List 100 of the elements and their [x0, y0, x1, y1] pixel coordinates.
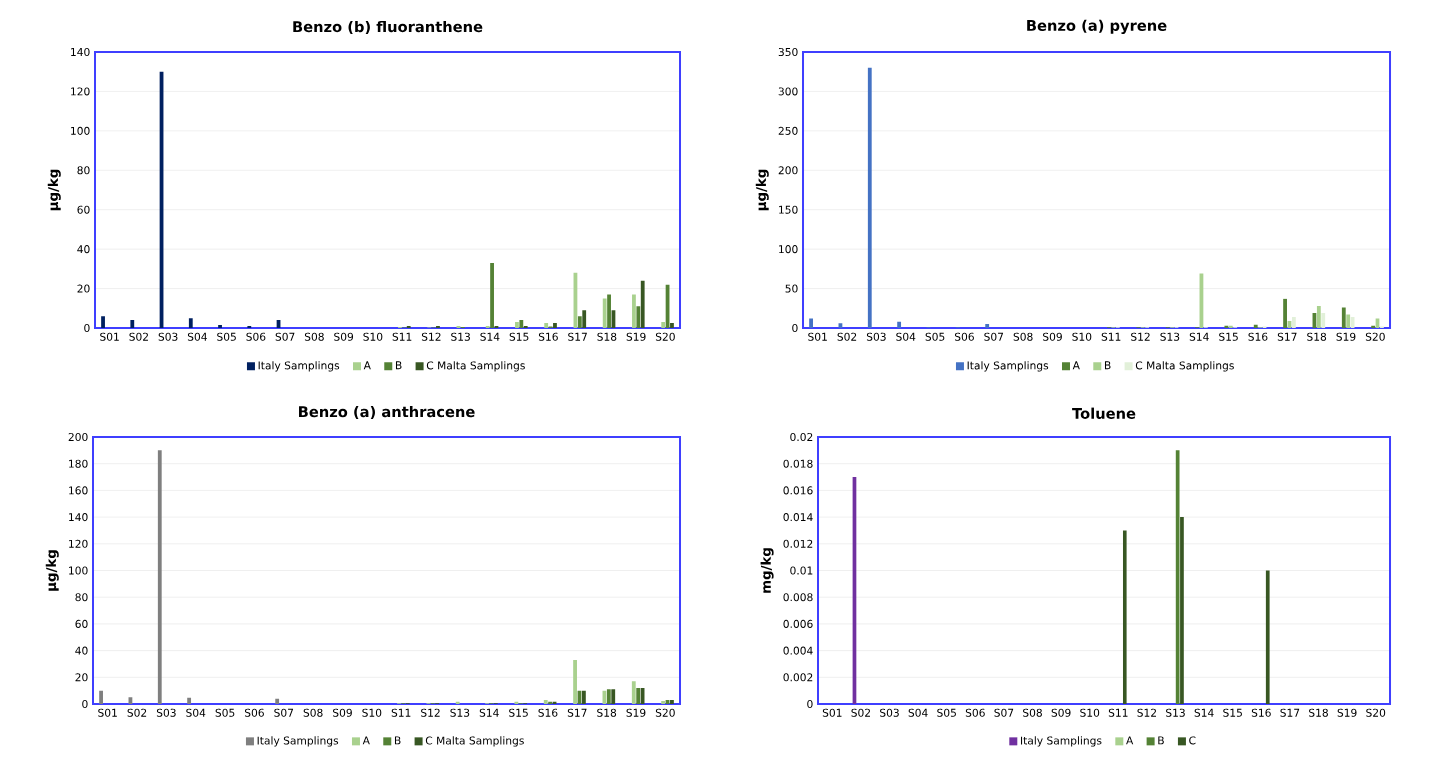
bar: [1316, 305, 1321, 328]
x-tick-label: S16: [538, 708, 558, 717]
x-tick-label: S04: [187, 332, 207, 341]
bar: [867, 67, 872, 328]
y-tick-label: 0.018: [783, 459, 813, 468]
x-tick-label: S17: [567, 708, 587, 717]
x-tick-label: S20: [655, 332, 675, 341]
x-tick-label: S01: [822, 708, 842, 717]
bar: [275, 698, 280, 704]
y-axis-title: mg/kg: [760, 548, 774, 593]
bar: [187, 697, 192, 704]
y-tick-label: 120: [69, 539, 88, 548]
bar: [1321, 313, 1326, 328]
x-tick-label: S04: [908, 708, 928, 717]
y-tick-label: 300: [778, 87, 798, 96]
x-tick-label: S20: [655, 708, 675, 717]
x-tick-label: S03: [866, 332, 886, 341]
x-tick-label: S13: [1160, 332, 1180, 341]
x-tick-label: S14: [1189, 332, 1209, 341]
bar: [1122, 530, 1127, 704]
x-tick-label: S06: [954, 332, 974, 341]
bar: [543, 700, 548, 704]
chart-title: Toluene: [1072, 407, 1136, 419]
legend-label: A: [1072, 361, 1080, 370]
legend-label: A: [362, 736, 370, 745]
x-tick-label: S16: [538, 332, 558, 341]
legend-label: Italy Samplings: [1021, 736, 1102, 747]
x-tick-label: S04: [896, 332, 916, 341]
x-tick-label: S07: [275, 332, 295, 341]
bar: [611, 689, 616, 704]
y-tick-label: 0.008: [783, 593, 813, 602]
x-tick-label: S12: [421, 708, 440, 717]
legend-label: Italy Samplings: [967, 361, 1049, 372]
x-tick-label: S19: [1337, 708, 1357, 717]
bar: [1291, 316, 1296, 328]
x-tick-label: S05: [937, 708, 956, 717]
x-tick-label: S06: [965, 708, 985, 717]
x-tick-label: S10: [363, 332, 383, 341]
x-tick-label: S01: [100, 332, 119, 341]
x-tick-label: S10: [362, 708, 382, 717]
y-tick-label: 60: [77, 205, 90, 214]
x-tick-label: S12: [1131, 332, 1150, 341]
x-tick-label: S03: [156, 708, 176, 717]
legend-label: C: [1189, 736, 1196, 745]
y-tick-label: 160: [69, 486, 88, 495]
x-tick-label: S08: [1023, 708, 1042, 717]
bar: [1175, 450, 1180, 704]
bar: [607, 294, 611, 328]
y-tick-label: 20: [75, 673, 88, 682]
y-tick-label: 80: [75, 593, 88, 602]
x-tick-label: S09: [333, 708, 352, 717]
y-tick-label: 60: [75, 619, 88, 628]
bar: [1265, 570, 1270, 704]
x-tick-label: S14: [480, 332, 500, 341]
bar: [101, 316, 105, 328]
x-tick-label: S11: [392, 332, 412, 341]
x-tick-label: S05: [217, 332, 236, 341]
chart-title: Benzo (a) anthracene: [299, 405, 475, 419]
bar: [661, 322, 666, 328]
x-tick-label: S09: [1043, 332, 1062, 341]
y-tick-label: 180: [69, 459, 88, 468]
x-tick-label: S14: [479, 708, 499, 717]
bar: [985, 324, 990, 328]
x-tick-label: S20: [1365, 332, 1385, 341]
y-tick-label: 0.014: [783, 513, 813, 522]
x-tick-label: S08: [303, 708, 323, 717]
bar: [553, 323, 557, 328]
x-tick-label: S06: [246, 332, 266, 341]
x-tick-label: S16: [1251, 708, 1271, 717]
x-tick-label: S08: [1013, 332, 1033, 341]
bar: [1346, 314, 1351, 328]
y-tick-label: 0.01: [790, 566, 813, 575]
x-tick-label: S05: [215, 708, 235, 717]
y-tick-label: 100: [779, 245, 798, 254]
x-tick-label: S18: [597, 708, 617, 717]
x-tick-label: S09: [334, 332, 354, 341]
y-tick-label: 200: [68, 432, 88, 442]
x-tick-label: S01: [98, 708, 117, 717]
x-tick-label: S02: [837, 332, 857, 341]
y-tick-label: 20: [77, 284, 90, 293]
y-tick-label: 0.006: [783, 619, 813, 628]
legend-label: C Malta Samplings: [1135, 361, 1234, 372]
x-tick-label: S18: [1309, 708, 1328, 717]
x-tick-label: S07: [994, 708, 1014, 717]
y-tick-label: 0: [807, 699, 813, 709]
y-tick-label: 0: [84, 323, 90, 333]
bar: [130, 320, 135, 328]
x-tick-label: S15: [509, 708, 528, 717]
x-tick-label: S02: [851, 708, 870, 717]
x-tick-label: S04: [186, 708, 206, 717]
x-tick-label: S16: [1248, 332, 1268, 341]
x-tick-label: S02: [129, 332, 148, 341]
bar: [640, 280, 645, 328]
x-tick-label: S08: [304, 332, 324, 341]
y-tick-label: 140: [69, 513, 88, 522]
bar: [661, 700, 666, 704]
bar: [897, 321, 902, 328]
bar: [636, 687, 641, 704]
bar: [670, 323, 674, 328]
y-tick-label: 0.02: [790, 432, 813, 442]
